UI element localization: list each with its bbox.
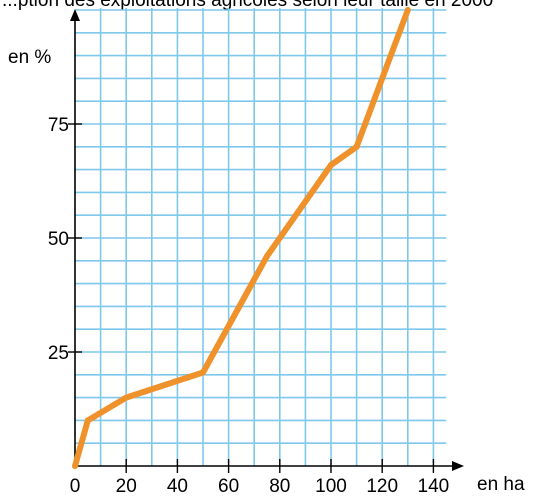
y-axis-arrow-icon [70, 9, 80, 21]
axes [68, 9, 464, 473]
y-axis-label: en % [8, 47, 51, 68]
data-point [200, 369, 206, 376]
x-tick-label: 120 [366, 476, 398, 496]
x-tick-label: 80 [269, 476, 290, 496]
data-point [404, 7, 411, 13]
x-axis-arrow-icon [452, 461, 464, 471]
data-point [264, 253, 270, 260]
tick-labels: 0 20 40 60 80 100 120 140 25 50 75 [48, 115, 449, 496]
grid [75, 8, 447, 466]
x-tick-label: 0 [70, 476, 81, 496]
x-tick-label: 20 [116, 476, 137, 496]
x-tick-label: 100 [315, 476, 347, 496]
series-line [72, 7, 411, 469]
data-point [72, 463, 78, 469]
x-tick-label: 40 [167, 476, 188, 496]
data-point [353, 143, 360, 150]
y-tick-label: 50 [48, 229, 69, 250]
data-point [84, 417, 91, 424]
y-tick-label: 25 [48, 343, 69, 364]
x-tick-label: 60 [218, 476, 239, 496]
y-tick-label: 75 [48, 115, 69, 136]
data-series [72, 7, 411, 469]
header-fragment: ...ption des exploitations agricoles sel… [2, 0, 493, 11]
data-point [328, 162, 334, 169]
x-axis-label: en ha [477, 474, 525, 495]
data-point [123, 394, 130, 401]
x-tick-label: 140 [418, 476, 450, 496]
